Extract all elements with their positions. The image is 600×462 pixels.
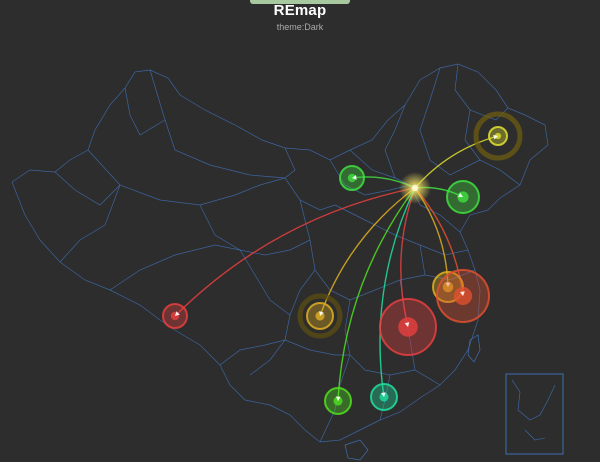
arrow-icon: [175, 311, 180, 316]
city-marker-lhasa[interactable]: [162, 303, 188, 329]
map-title: REmap: [273, 2, 327, 19]
arrow-icon: [404, 322, 410, 327]
city-marker-harbin[interactable]: [473, 111, 523, 161]
city-marker-shanghai[interactable]: [436, 269, 490, 323]
city-marker-nanchang[interactable]: [379, 298, 437, 356]
city-marker-chongqing[interactable]: [297, 293, 343, 339]
route-line-lhasa: [174, 187, 416, 317]
city-marker-guangzhou[interactable]: [370, 383, 398, 411]
hub-marker[interactable]: [412, 185, 418, 191]
south-china-sea-inset: [505, 373, 564, 455]
arrow-icon: [460, 291, 465, 296]
arrow-icon: [352, 175, 357, 180]
arrow-icon: [493, 134, 498, 140]
route-line-guangzhou: [379, 187, 416, 398]
hainan-island: [344, 439, 369, 461]
marker-halo: [297, 293, 343, 339]
marker-halo: [473, 111, 523, 161]
arrow-icon: [458, 192, 463, 198]
country-outline: [11, 63, 549, 443]
city-marker-hohhot[interactable]: [339, 165, 365, 191]
top-accent-bar: [250, 0, 350, 4]
arrow-icon: [319, 311, 324, 316]
taiwan-island: [467, 334, 481, 363]
city-markers: [162, 111, 523, 415]
flow-lines: [174, 135, 499, 402]
arrow-icon: [335, 396, 341, 401]
map-subtitle: theme:Dark: [276, 22, 324, 32]
province-borders: [11, 63, 549, 443]
arrow-icon: [380, 392, 386, 397]
city-marker-nanning[interactable]: [324, 387, 352, 415]
city-marker-shenyang[interactable]: [446, 180, 480, 214]
arrow-icon: [445, 282, 451, 287]
route-line-nanning: [337, 187, 416, 402]
